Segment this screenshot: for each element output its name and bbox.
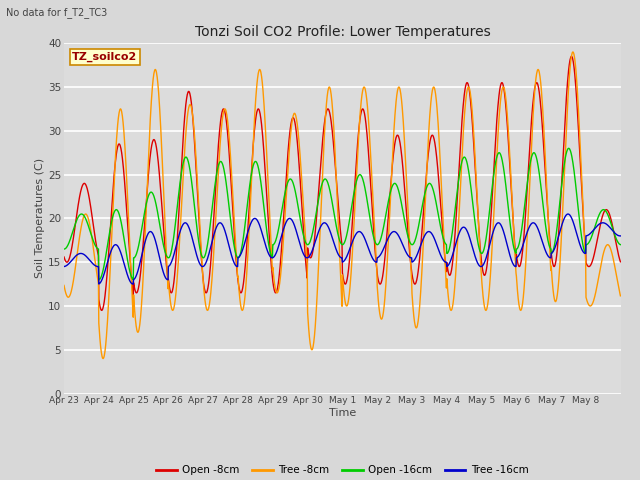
Legend: Open -8cm, Tree -8cm, Open -16cm, Tree -16cm: Open -8cm, Tree -8cm, Open -16cm, Tree -… [152, 461, 532, 480]
Y-axis label: Soil Temperatures (C): Soil Temperatures (C) [35, 158, 45, 278]
Text: TZ_soilco2: TZ_soilco2 [72, 52, 138, 62]
Title: Tonzi Soil CO2 Profile: Lower Temperatures: Tonzi Soil CO2 Profile: Lower Temperatur… [195, 25, 490, 39]
Text: No data for f_T2_TC3: No data for f_T2_TC3 [6, 7, 108, 18]
X-axis label: Time: Time [329, 408, 356, 418]
